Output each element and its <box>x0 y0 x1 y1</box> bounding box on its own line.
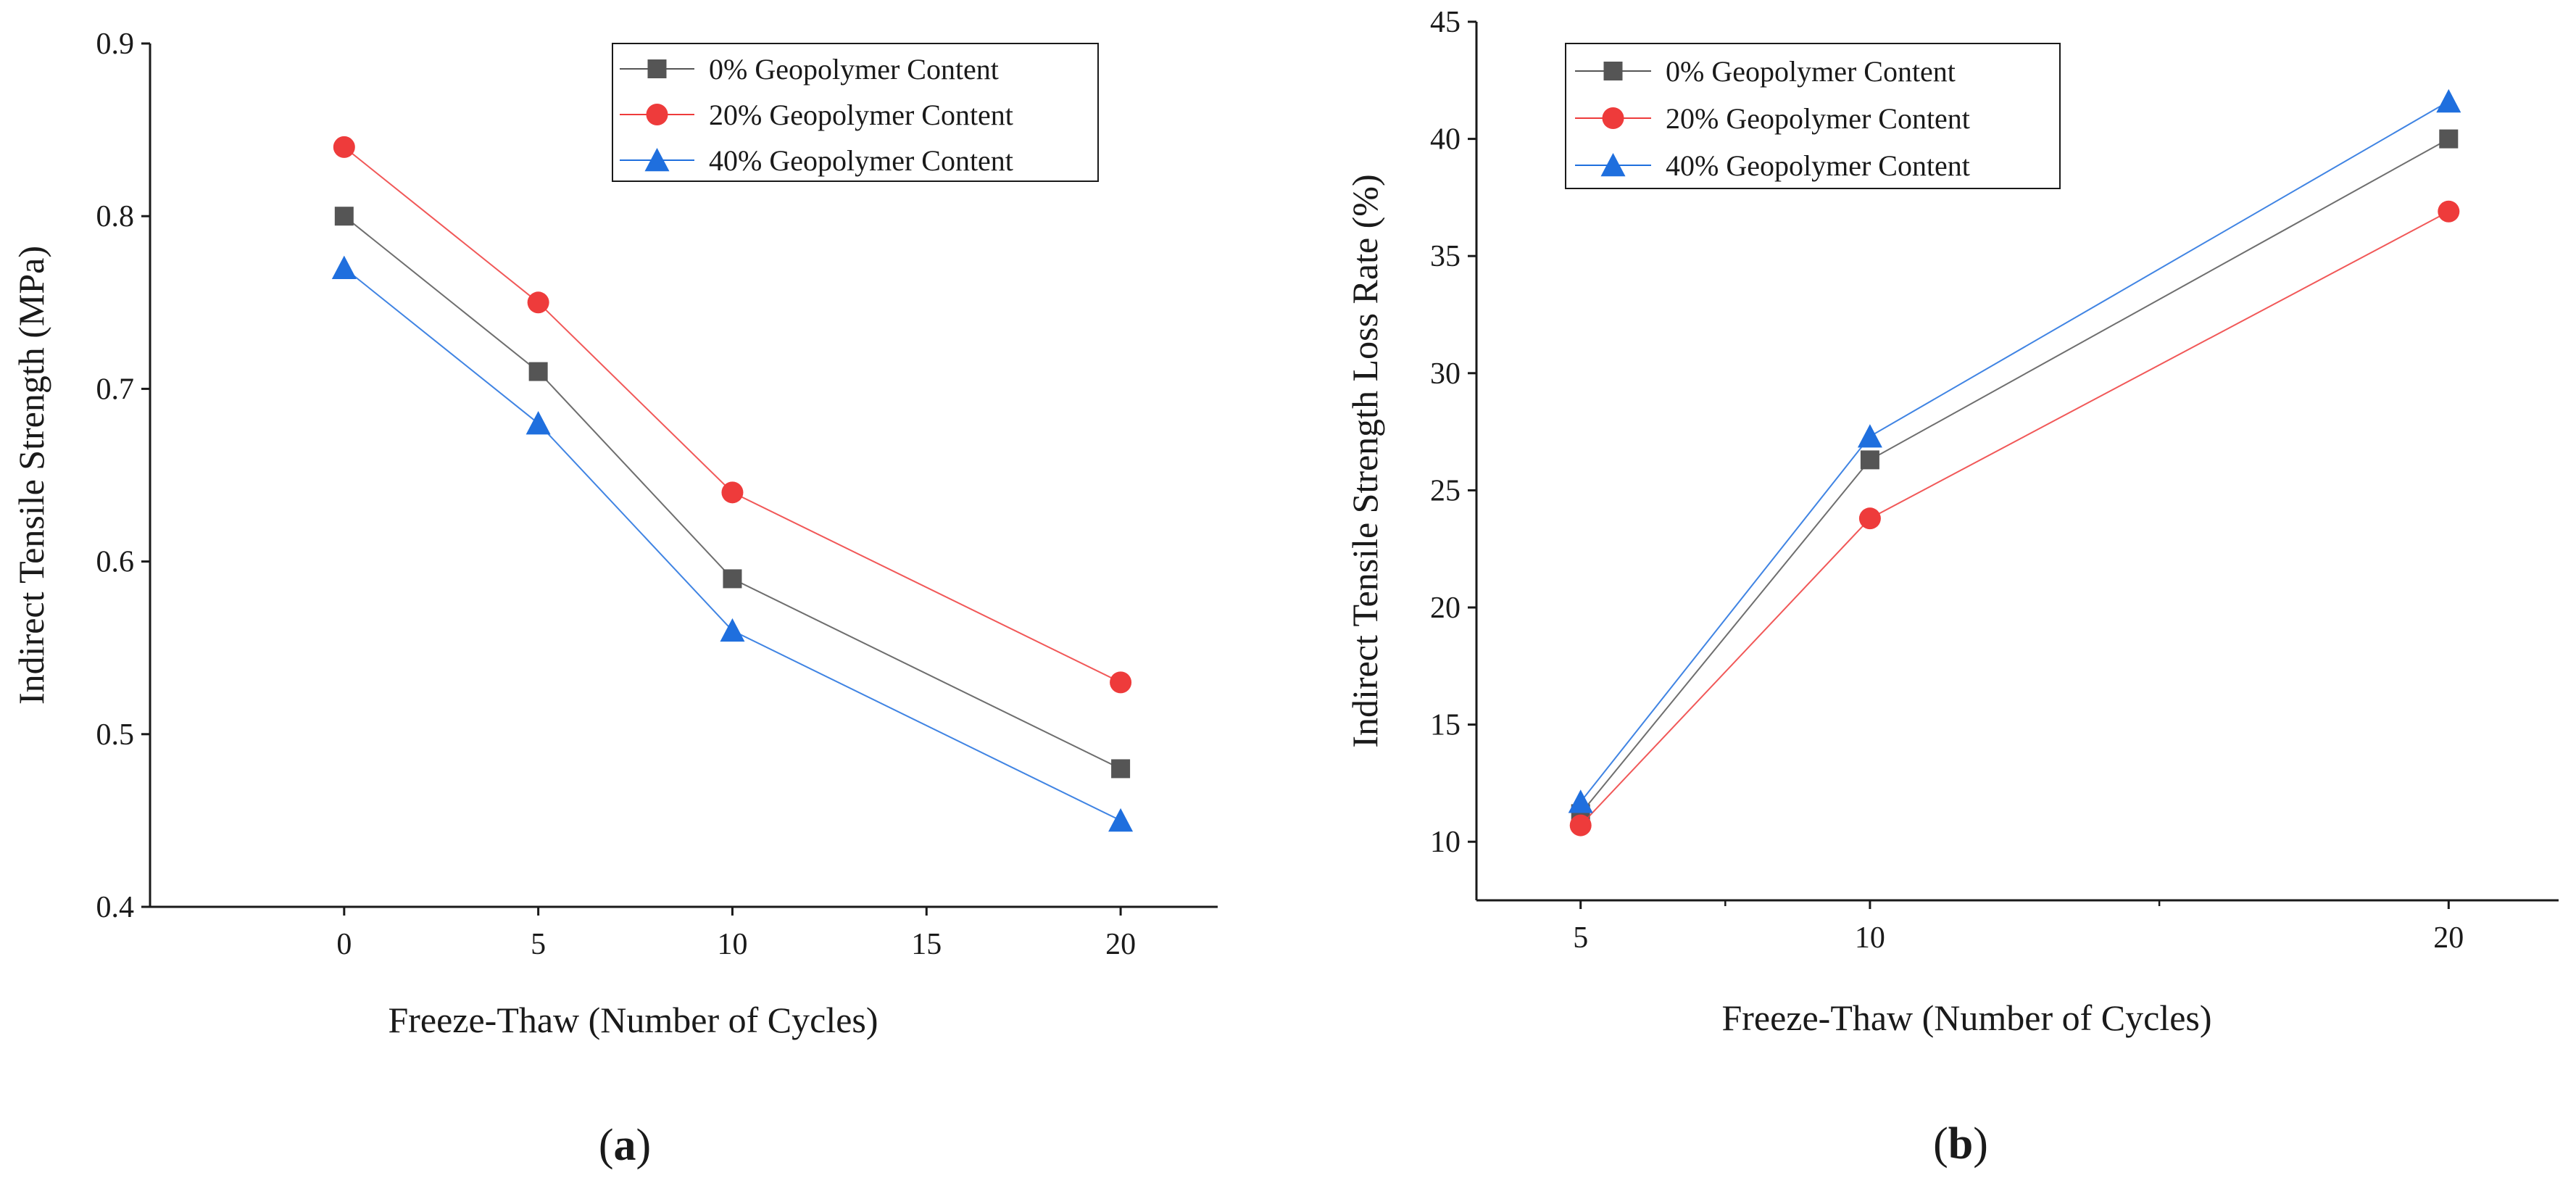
y-tick-label: 40 <box>1430 123 1461 157</box>
data-point <box>528 362 548 381</box>
data-point <box>1860 450 1879 470</box>
legend-marker <box>647 59 667 78</box>
panel-label: (b) <box>1933 1119 1988 1169</box>
data-point <box>525 411 551 435</box>
data-point <box>720 618 745 642</box>
x-tick-label: 20 <box>2433 921 2464 955</box>
series-line-0 <box>1579 138 2449 815</box>
y-tick-label: 30 <box>1430 357 1461 391</box>
data-point <box>2439 129 2459 149</box>
x-axis-title: Freeze-Thaw (Number of Cycles) <box>388 1000 878 1040</box>
data-point <box>721 481 744 504</box>
data-point <box>1569 814 1592 837</box>
series-line-1 <box>1579 210 2449 826</box>
y-tick-label: 45 <box>1430 6 1461 39</box>
data-point <box>1568 789 1593 813</box>
x-tick-label: 5 <box>531 928 546 961</box>
legend-box <box>1565 43 2061 189</box>
y-tick-label: 20 <box>1430 592 1461 625</box>
legend-entry: 0% Geopolymer Content <box>1666 55 1956 88</box>
legend-entry: 20% Geopolymer Content <box>709 99 1013 131</box>
data-point <box>2436 88 2461 113</box>
x-tick-label: 10 <box>717 928 747 961</box>
data-point <box>1858 507 1881 530</box>
x-tick-label: 20 <box>1105 928 1136 961</box>
y-tick-label: 0.4 <box>96 891 135 924</box>
panel-label: (a) <box>599 1121 651 1170</box>
y-tick-label: 0.7 <box>96 373 135 406</box>
data-point <box>723 569 742 589</box>
legend-entry: 20% Geopolymer Content <box>1666 102 1970 135</box>
x-tick-label: 15 <box>911 928 942 961</box>
series-line-0 <box>344 215 1121 770</box>
data-point <box>331 255 357 279</box>
y-tick-label: 10 <box>1430 826 1461 859</box>
y-tick-label: 0.5 <box>96 718 135 752</box>
data-point <box>1108 808 1134 832</box>
series-line-2 <box>1579 101 2449 802</box>
legend-entry: 40% Geopolymer Content <box>709 144 1013 177</box>
legend-marker <box>1602 107 1624 129</box>
x-tick-label: 0 <box>336 928 352 961</box>
data-point <box>527 291 549 314</box>
legend-marker <box>646 104 668 125</box>
data-point <box>1110 671 1132 694</box>
x-axis-title: Freeze-Thaw (Number of Cycles) <box>1721 997 2211 1038</box>
legend-entry: 0% Geopolymer Content <box>709 53 999 86</box>
data-point <box>334 207 354 226</box>
x-tick-label: 5 <box>1573 921 1588 955</box>
data-point <box>333 136 355 158</box>
y-tick-label: 0.8 <box>96 200 135 233</box>
data-point <box>1111 759 1131 779</box>
legend-marker <box>644 148 670 172</box>
data-point <box>2438 200 2460 223</box>
data-point <box>1857 424 1882 448</box>
y-tick-label: 0.9 <box>96 28 135 61</box>
x-tick-label: 10 <box>1855 921 1885 955</box>
chart-panel-b: 10 15 20 25 30 35 40 45 5 10 20 Freeze-Thaw (Number… <box>1345 6 2559 1169</box>
series-line-1 <box>344 146 1121 684</box>
y-tick-label: 0.6 <box>96 546 135 579</box>
y-tick-label: 35 <box>1430 240 1461 273</box>
series-line-2 <box>344 267 1121 821</box>
y-tick-label: 15 <box>1430 709 1461 742</box>
y-axis-title: Indirect Tensile Strength (MPa) <box>11 246 51 705</box>
legend-entry: 40% Geopolymer Content <box>1666 149 1970 182</box>
legend-marker <box>1603 62 1623 80</box>
y-tick-label: 25 <box>1430 474 1461 507</box>
legend-marker <box>1600 153 1626 177</box>
legend-box <box>612 43 1099 182</box>
chart-panel-a: 0.4 0.5 0.6 0.7 0.8 0.9 0 5 10 15 20 Freeze-Thaw (N… <box>11 28 1218 1170</box>
y-axis-title: Indirect Tensile Strength Loss Rate (%) <box>1345 174 1385 747</box>
